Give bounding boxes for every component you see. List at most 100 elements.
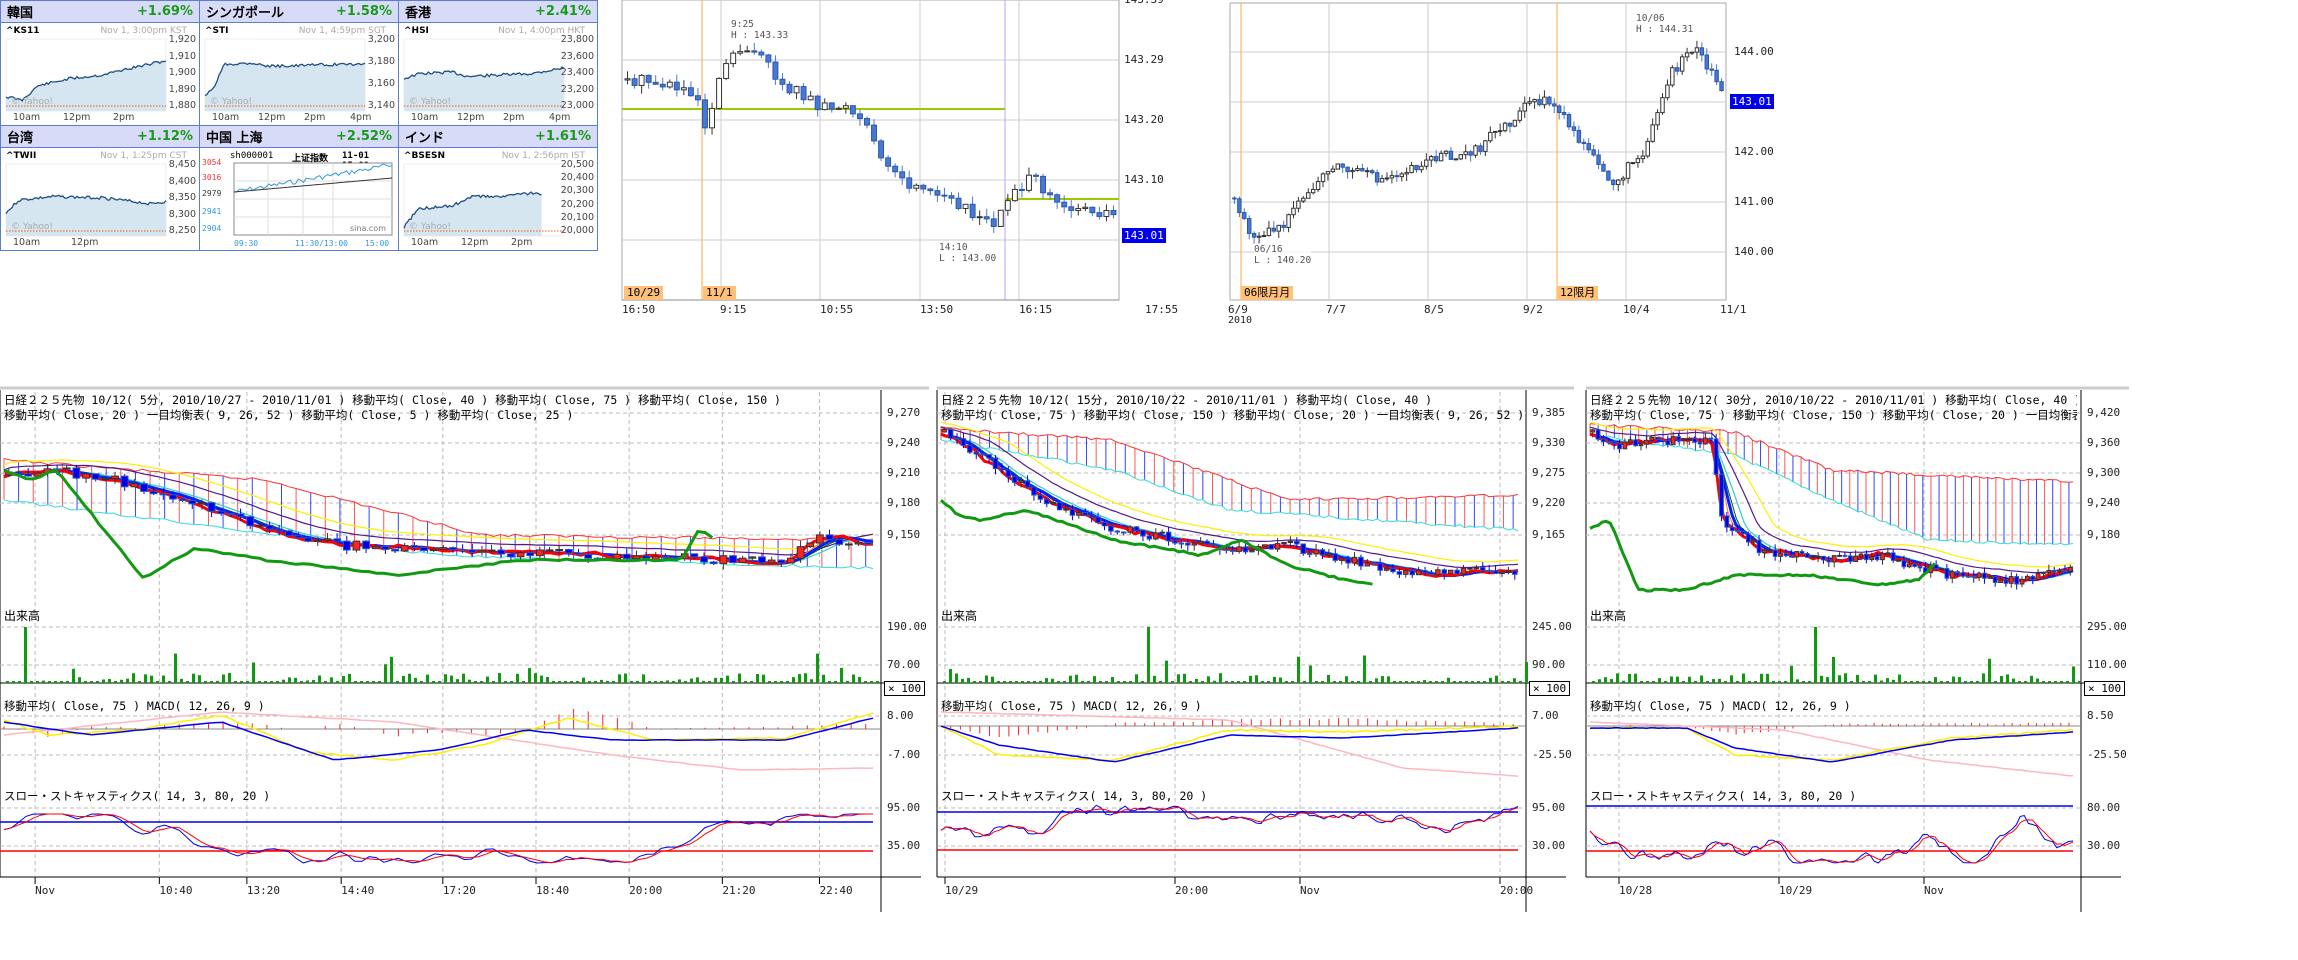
candle-body bbox=[1435, 569, 1441, 576]
price-tick: 9,180 bbox=[887, 496, 921, 509]
candle-body bbox=[1286, 214, 1291, 228]
candle-body bbox=[779, 78, 786, 85]
volume-multiplier: × 100 bbox=[884, 681, 926, 696]
candle-body bbox=[333, 538, 341, 542]
candle-body bbox=[666, 81, 673, 88]
y-tick: 8,300 bbox=[168, 208, 196, 220]
candle-body bbox=[1229, 549, 1236, 552]
candle-body bbox=[1345, 166, 1350, 173]
volume-bar bbox=[846, 681, 849, 683]
candle-body bbox=[1837, 554, 1842, 557]
volume-bar bbox=[1592, 681, 1595, 683]
widget-time: Nov 1, 4:00pm HKT bbox=[498, 26, 585, 36]
volume-bar bbox=[1501, 681, 1504, 683]
candle-body bbox=[1146, 535, 1153, 540]
volume-bar bbox=[630, 681, 633, 683]
volume-bar bbox=[312, 680, 315, 683]
candle-body bbox=[1713, 438, 1719, 475]
candle-body bbox=[1404, 172, 1409, 175]
volume-bar bbox=[48, 681, 51, 683]
market-widget[interactable]: 韓国 +1.69% ^KS11 Nov 1, 3:00pm KST 1,920 1,910… bbox=[0, 0, 200, 126]
volume-bar bbox=[306, 680, 309, 683]
volume-bar bbox=[1381, 676, 1384, 683]
y-tick: 3,200 bbox=[367, 34, 395, 45]
macd-line bbox=[940, 725, 1519, 762]
candle-body bbox=[1365, 170, 1370, 173]
candle-body bbox=[82, 473, 90, 479]
candle-body bbox=[1096, 212, 1103, 217]
low-annotation: 14:10 L : 143.00 bbox=[939, 242, 997, 264]
candle-body bbox=[1262, 544, 1268, 548]
candle-body bbox=[700, 556, 708, 563]
candle-body bbox=[990, 218, 997, 227]
market-widget[interactable]: シンガポール +1.58% ^STI Nov 1, 4:59pm SGT 3,200 3,… bbox=[199, 0, 399, 126]
market-widget[interactable]: インド +1.61% ^BSESN Nov 1, 2:56pm IST 20,500 20… bbox=[398, 125, 598, 251]
candle-body bbox=[1596, 154, 1601, 165]
candle-body bbox=[1971, 575, 1977, 578]
x-tick: 12pm bbox=[457, 112, 485, 123]
volume-label: 出来高 bbox=[4, 609, 41, 623]
volume-bar bbox=[1057, 681, 1060, 683]
volume-bar bbox=[1483, 681, 1486, 683]
volume-tick: 245.00 bbox=[1532, 620, 1572, 633]
candle-body bbox=[960, 438, 967, 446]
sina-chart bbox=[233, 162, 393, 236]
volume-bar bbox=[1772, 681, 1775, 683]
candle-body bbox=[1987, 576, 1993, 579]
volume-bar bbox=[1363, 655, 1366, 683]
date-marker: 11/1 bbox=[703, 286, 736, 300]
daily-candlestick-chart[interactable] bbox=[0, 0, 2298, 330]
y-tick: 1,890 bbox=[168, 83, 196, 95]
volume-bar bbox=[1928, 681, 1931, 683]
volume-bar bbox=[468, 679, 471, 683]
candle-body bbox=[1223, 548, 1230, 551]
candle-body bbox=[854, 542, 863, 545]
candle-body bbox=[1374, 172, 1380, 183]
y-tick: 143.20 bbox=[1124, 113, 1164, 126]
x-tick: 10am bbox=[411, 237, 439, 248]
candle-body bbox=[1708, 437, 1714, 440]
volume-bar bbox=[294, 677, 297, 683]
senkou-span-a bbox=[940, 426, 1519, 501]
candle-body bbox=[624, 78, 631, 81]
intraday-candlestick-chart[interactable] bbox=[0, 0, 2298, 330]
volume-bar bbox=[1946, 681, 1949, 683]
candle-body bbox=[410, 545, 419, 548]
mini-chart bbox=[403, 38, 565, 112]
volume-bar bbox=[1892, 679, 1895, 683]
volume-bar bbox=[786, 681, 789, 683]
candle-body bbox=[835, 538, 844, 545]
candle-body bbox=[1389, 175, 1395, 179]
candle-body bbox=[1561, 112, 1567, 116]
candle-body bbox=[1552, 103, 1557, 107]
volume-bar bbox=[1730, 675, 1733, 683]
volume-bar bbox=[384, 664, 387, 683]
volume-bar bbox=[1712, 679, 1715, 683]
widget-time: Nov 1, 2:56pm IST bbox=[501, 151, 585, 161]
volume-bar bbox=[1922, 681, 1925, 683]
y-tick: 8,250 bbox=[168, 225, 196, 236]
volume-bar bbox=[648, 681, 651, 683]
market-widget[interactable]: 台湾 +1.12% ^TWII Nov 1, 1:25pm CST 8,450 8,400… bbox=[0, 125, 200, 251]
candle-body bbox=[2035, 572, 2041, 581]
volume-bar bbox=[114, 681, 117, 683]
volume-bar bbox=[762, 674, 765, 683]
volume-bar bbox=[1393, 681, 1396, 683]
volume-bar bbox=[150, 675, 153, 683]
volume-bar bbox=[810, 679, 813, 683]
candle-body bbox=[1960, 572, 1966, 577]
candle-body bbox=[371, 546, 380, 550]
candle-body bbox=[1011, 476, 1018, 483]
widget-change: +1.69% bbox=[137, 4, 193, 19]
volume-bar bbox=[1513, 678, 1516, 683]
volume-bar bbox=[1411, 681, 1414, 683]
candle-body bbox=[1306, 192, 1311, 199]
volume-bar bbox=[174, 653, 177, 683]
volume-bar bbox=[216, 680, 219, 683]
candle-body bbox=[638, 74, 645, 86]
candle-body bbox=[1345, 558, 1351, 564]
